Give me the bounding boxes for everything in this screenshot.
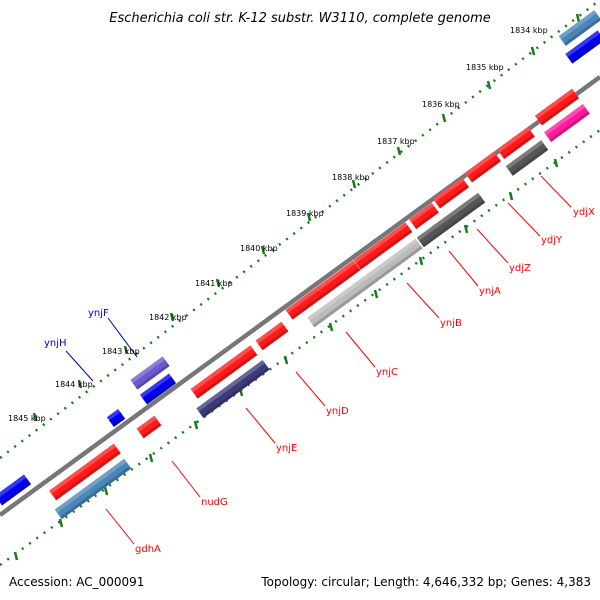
- gene-bar-gdhA[interactable]: [49, 443, 121, 501]
- inner-scale-ring: [0, 128, 600, 567]
- callout-line: [105, 508, 135, 545]
- scale-tick: [441, 113, 447, 123]
- callout-line: [65, 350, 94, 382]
- scale-tick: [58, 518, 64, 528]
- gene-bar-ynjF[interactable]: [139, 373, 177, 405]
- map-title: Escherichia coli str. K-12 substr. W3110…: [109, 11, 490, 26]
- scale-tick: [215, 278, 221, 288]
- gene-bar-gray1[interactable]: [505, 140, 549, 176]
- scale-tick: [169, 312, 175, 322]
- gene-label-ynjA[interactable]: ynjA: [479, 286, 501, 297]
- genome-summary-text: Topology: circular; Length: 4,646,332 bp…: [260, 575, 591, 589]
- gene-bar-ynjA2[interactable]: [409, 202, 439, 230]
- gene-bar-magenta[interactable]: [544, 104, 590, 142]
- scale-tick: [553, 158, 559, 168]
- gene-label-ynjF[interactable]: ynjF: [88, 308, 109, 319]
- scale-tick: [193, 420, 199, 430]
- kbp-label: 1841 kbp: [195, 279, 233, 288]
- gene-label-ynjC[interactable]: ynjC: [376, 367, 398, 378]
- gene-bar-ynjA[interactable]: [432, 177, 470, 209]
- scale-tick: [77, 379, 83, 389]
- kbp-label: 1842 kbp: [149, 313, 187, 322]
- scale-tick: [530, 46, 536, 56]
- outer-dotted-line: [0, 0, 600, 459]
- scale-tick: [575, 13, 581, 23]
- callout-line: [540, 175, 572, 208]
- callout-line: [107, 317, 138, 358]
- gene-bar-ynjE[interactable]: [190, 345, 258, 399]
- scale-tick: [32, 412, 38, 422]
- outer-major-ticks: [32, 13, 581, 422]
- gene-bar-ynjB[interactable]: [353, 222, 413, 270]
- callout-line: [448, 250, 479, 287]
- gene-bar-left[interactable]: [0, 474, 32, 506]
- gene-bar-top-blue[interactable]: [565, 30, 600, 64]
- gene-features: [0, 10, 600, 520]
- scale-tick: [328, 322, 334, 332]
- scale-tick: [351, 179, 357, 189]
- callout-line: [406, 282, 440, 319]
- scale-tick: [306, 212, 312, 222]
- kbp-label: 1834 kbp: [510, 26, 548, 35]
- scale-tick: [486, 80, 492, 90]
- gene-bar-nudG[interactable]: [136, 415, 162, 439]
- gene-bar-gray2[interactable]: [416, 192, 486, 248]
- kbp-label: 1845 kbp: [8, 414, 46, 423]
- kbp-label: 1837 kbp: [377, 137, 415, 146]
- callout-line: [295, 371, 326, 407]
- gene-bar-ynjH[interactable]: [106, 409, 126, 427]
- gene-label-nudG[interactable]: nudG: [201, 497, 228, 508]
- gene-bar-ydjZ[interactable]: [464, 151, 502, 183]
- inner-dotted-line: [0, 128, 600, 567]
- inner-major-ticks: [13, 158, 559, 561]
- gene-label-gdhA[interactable]: gdhA: [135, 544, 161, 555]
- scale-tick: [103, 486, 109, 496]
- gene-bar-navy[interactable]: [196, 359, 270, 419]
- gene-bar-top-steel[interactable]: [558, 10, 600, 46]
- kbp-label: 1839 kbp: [286, 209, 324, 218]
- scale-tick: [373, 289, 379, 299]
- scale-tick: [418, 256, 424, 266]
- scale-tick: [13, 551, 19, 561]
- scale-tick: [283, 355, 289, 365]
- gene-label-ynjE[interactable]: ynjE: [276, 443, 297, 454]
- gene-bar-purple[interactable]: [130, 356, 170, 390]
- gene-bar-ydjY[interactable]: [497, 126, 535, 160]
- callout-line: [476, 228, 509, 264]
- kbp-label: 1838 kbp: [332, 173, 370, 182]
- gene-bar-ynjD[interactable]: [255, 321, 289, 351]
- gene-label-ydjZ[interactable]: ydjZ: [509, 263, 531, 274]
- gene-callouts: [65, 175, 572, 545]
- gene-label-ydjX[interactable]: ydjX: [573, 207, 595, 218]
- kbp-label: 1844 kbp: [55, 380, 93, 389]
- gene-label-ydjY[interactable]: ydjY: [541, 235, 563, 246]
- gene-bar-gray3[interactable]: [307, 238, 423, 328]
- kbp-label: 1843 kbp: [102, 347, 140, 356]
- gene-bar-ydjX[interactable]: [534, 88, 580, 126]
- callout-line: [245, 407, 276, 444]
- gene-label-ynjB[interactable]: ynjB: [440, 318, 462, 329]
- kbp-labels: 1834 kbp 1835 kbp 1836 kbp 1837 kbp 1838…: [8, 26, 548, 423]
- callout-line: [345, 331, 376, 368]
- outer-scale-ring: [0, 0, 600, 459]
- scale-tick: [508, 191, 514, 201]
- scale-tick: [463, 224, 469, 234]
- scale-tick: [123, 345, 129, 355]
- callout-line: [171, 460, 201, 498]
- gene-bar-ynjC[interactable]: [285, 260, 361, 320]
- scale-tick: [396, 146, 402, 156]
- gene-bar-steel[interactable]: [54, 458, 132, 520]
- kbp-label: 1840 kbp: [240, 244, 278, 253]
- kbp-label: 1835 kbp: [466, 63, 504, 72]
- gene-label-ynjD[interactable]: ynjD: [326, 406, 349, 417]
- accession-text: Accession: AC_000091: [9, 575, 144, 589]
- scale-tick: [148, 453, 154, 463]
- callout-line: [507, 202, 541, 237]
- scale-tick: [260, 245, 266, 255]
- gene-label-ynjH[interactable]: ynjH: [44, 338, 67, 349]
- kbp-label: 1836 kbp: [422, 100, 460, 109]
- gene-name-labels: ydjX ydjY ydjZ ynjA ynjB ynjC ynjD ynjE …: [44, 207, 595, 555]
